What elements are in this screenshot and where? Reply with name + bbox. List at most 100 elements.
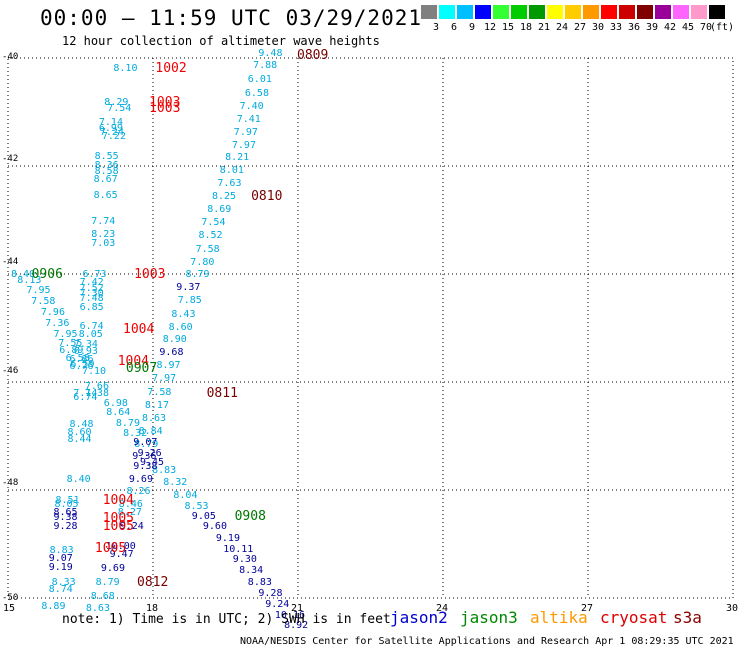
wave-height-label: 8.13 bbox=[17, 274, 42, 286]
wave-height-label: 8.68 bbox=[90, 590, 115, 602]
wave-height-label: 7.58 bbox=[147, 386, 172, 398]
pass-time-label: 0906 bbox=[31, 267, 63, 283]
wave-height-label: 7.74 bbox=[91, 216, 116, 228]
wave-height-label: 6.74 bbox=[73, 392, 98, 404]
legend-swatch bbox=[673, 5, 689, 19]
wave-height-label: 8.69 bbox=[207, 204, 232, 216]
legend-swatch-label: 15 bbox=[501, 22, 515, 33]
wave-height-label: 8.83 bbox=[49, 544, 74, 556]
wave-height-label: 8.40 bbox=[11, 269, 36, 281]
wave-height-label: 8.44 bbox=[67, 434, 92, 446]
wave-height-label: 9.37 bbox=[176, 281, 201, 293]
wave-height-label: 8.32 bbox=[123, 428, 148, 440]
wave-height-label: 8.53 bbox=[184, 500, 209, 512]
wave-height-label: 8.32 bbox=[163, 477, 188, 488]
wave-height-label: 10.00 bbox=[105, 540, 136, 552]
wave-height-label: 7.97 bbox=[233, 126, 258, 138]
wave-height-label: 7.55 bbox=[58, 337, 83, 349]
legend-swatch bbox=[619, 5, 635, 19]
legend-swatch bbox=[709, 5, 725, 19]
wave-height-label: 6.76 bbox=[69, 361, 94, 373]
pass-time-label: 0811 bbox=[206, 385, 238, 401]
wave-height-label: 8.46 bbox=[118, 498, 143, 510]
satellite-cryosat: cryosat bbox=[600, 608, 668, 627]
wave-height-label: 8.04 bbox=[173, 489, 198, 501]
wave-height-label: 7.66 bbox=[84, 380, 109, 392]
wave-height-label: 9.05 bbox=[191, 510, 216, 522]
legend-swatch-label: 33 bbox=[609, 22, 623, 33]
wave-height-label: 6.59 bbox=[70, 359, 95, 371]
lat-label-44: -44 bbox=[2, 257, 19, 267]
legend-swatch-label: 24 bbox=[555, 22, 569, 33]
legend-swatch-label: 21 bbox=[537, 22, 551, 33]
wave-height-label: 9.19 bbox=[48, 561, 73, 573]
legend-swatch-label: 9 bbox=[468, 22, 476, 33]
wave-height-label: 6.74 bbox=[79, 320, 104, 332]
pass-time-label: 0812 bbox=[137, 574, 169, 590]
grid-lines bbox=[7, 57, 734, 599]
wave-height-label: 8.51 bbox=[55, 494, 80, 506]
wave-height-label: 9.47 bbox=[109, 549, 134, 561]
legend-swatch bbox=[583, 5, 599, 19]
wave-height-label: 7.97 bbox=[152, 373, 177, 385]
lon-label-24: 24 bbox=[436, 603, 449, 614]
wave-height-label: 8.36 bbox=[94, 160, 119, 171]
wave-height-label: 8.97 bbox=[156, 359, 181, 371]
pass-time-label: 1004 bbox=[123, 322, 155, 338]
wave-height-label: 8.79 bbox=[95, 576, 120, 588]
wave-height-label: 8.25 bbox=[212, 190, 237, 202]
pass-time-label: 1003 bbox=[134, 267, 166, 283]
wave-height-label: 6.58 bbox=[65, 352, 90, 364]
wave-height-label: 8.29 bbox=[104, 97, 129, 109]
legend-swatch bbox=[457, 5, 473, 19]
legend-swatch bbox=[439, 5, 455, 19]
wave-height-label: 7.95 bbox=[53, 328, 78, 340]
legend-swatch bbox=[547, 5, 563, 19]
lon-label-15: 15 bbox=[3, 603, 16, 614]
wave-height-label: 7.88 bbox=[253, 60, 278, 72]
wave-height-label: 8.92 bbox=[284, 620, 309, 632]
wave-height-label: 8.63 bbox=[142, 412, 167, 424]
wave-height-label: 8.58 bbox=[94, 165, 119, 177]
legend-swatch-label: 30 bbox=[591, 22, 605, 33]
wave-height-label: 7.41 bbox=[236, 114, 261, 126]
wave-height-label: 9.28 bbox=[53, 520, 78, 532]
legend-swatch-label: 12 bbox=[483, 22, 497, 33]
legend-swatch-label: 45 bbox=[681, 22, 695, 33]
legend-swatch-label: 70 bbox=[699, 22, 713, 33]
legend-swatch bbox=[493, 5, 509, 19]
lat-label-46: -46 bbox=[2, 366, 19, 376]
wave-height-label: 8.34 bbox=[239, 565, 264, 576]
wave-height-label: 7.42 bbox=[79, 277, 104, 289]
wave-height-label: 8.23 bbox=[91, 228, 116, 240]
wave-height-label: 8.05 bbox=[54, 498, 79, 510]
legend-swatch-label: 27 bbox=[573, 22, 587, 33]
wave-height-label: 8.63 bbox=[85, 603, 110, 615]
wave-height-label: 8.17 bbox=[144, 399, 169, 411]
wave-height-label: 7.22 bbox=[101, 131, 126, 143]
wave-height-label: 8.55 bbox=[94, 151, 119, 163]
wave-height-label: 10.11 bbox=[223, 543, 254, 555]
wave-height-label: 9.60 bbox=[202, 520, 227, 532]
wave-height-label: 7.14 bbox=[98, 117, 123, 129]
wave-height-label: 7.80 bbox=[190, 256, 215, 268]
legend-swatch bbox=[691, 5, 707, 19]
pass-time-label: 0809 bbox=[297, 47, 329, 63]
wave-height-label: 9.69 bbox=[100, 562, 125, 574]
pass-time-label: 0907 bbox=[125, 360, 158, 376]
wave-height-label: 7.48 bbox=[79, 293, 104, 305]
legend-swatch bbox=[565, 5, 581, 19]
legend-unit: (ft) bbox=[709, 22, 735, 33]
wave-height-label: 7.96 bbox=[40, 306, 65, 318]
legend-swatch-label: 42 bbox=[663, 22, 677, 33]
lon-label-27: 27 bbox=[581, 603, 594, 614]
wave-height-label: 7.38 bbox=[84, 387, 109, 399]
wave-height-label: 8.79 bbox=[115, 418, 140, 430]
wave-height-label: 7.24 bbox=[99, 127, 124, 139]
legend-swatch bbox=[511, 5, 527, 19]
pass-time-label: 1003 bbox=[149, 101, 181, 117]
wave-height-label: 8.21 bbox=[225, 152, 250, 164]
satellite-s3a: s3a bbox=[673, 608, 702, 627]
wave-height-label: 8.65 bbox=[93, 189, 118, 201]
wave-height-label: 8.43 bbox=[171, 308, 196, 320]
